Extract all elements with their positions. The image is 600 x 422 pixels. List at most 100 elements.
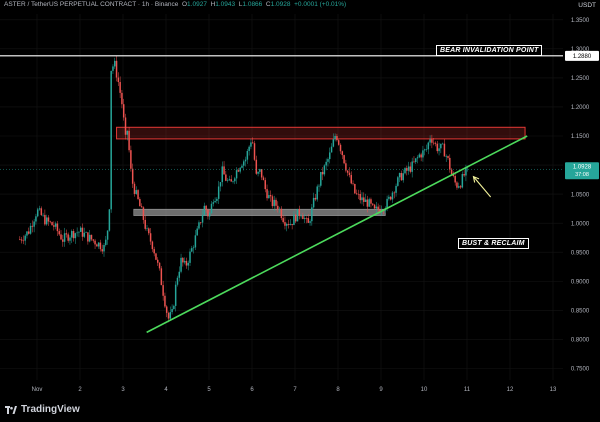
candle[interactable] [194, 235, 197, 248]
candle[interactable] [459, 186, 462, 188]
candle[interactable] [214, 200, 216, 203]
candle[interactable] [140, 206, 143, 208]
candle[interactable] [226, 180, 229, 181]
candle[interactable] [137, 190, 139, 200]
candle[interactable] [228, 179, 231, 181]
candle[interactable] [389, 196, 392, 200]
candle[interactable] [259, 169, 261, 172]
candle[interactable] [268, 195, 270, 199]
candle[interactable] [146, 228, 148, 230]
candle[interactable] [431, 139, 433, 143]
candle[interactable] [370, 199, 372, 204]
candle[interactable] [325, 161, 327, 166]
candle[interactable] [103, 244, 105, 252]
candle[interactable] [151, 241, 154, 250]
candle[interactable] [393, 192, 396, 194]
candle[interactable] [148, 228, 150, 234]
candle[interactable] [293, 214, 295, 226]
candle[interactable] [121, 92, 123, 105]
candle[interactable] [105, 239, 107, 245]
candle[interactable] [264, 180, 267, 190]
bust-reclaim-annotation[interactable]: BUST & RECLAIM [458, 238, 529, 249]
candle[interactable] [130, 150, 132, 169]
candle[interactable] [311, 207, 313, 222]
candle[interactable] [352, 183, 354, 185]
candle[interactable] [114, 60, 116, 67]
candle[interactable] [187, 262, 189, 266]
candle[interactable] [323, 165, 326, 175]
candle[interactable] [363, 197, 365, 202]
candle[interactable] [334, 135, 336, 140]
support-zone[interactable] [133, 208, 386, 216]
candle[interactable] [40, 208, 43, 216]
candle[interactable] [160, 268, 163, 286]
candle[interactable] [139, 199, 141, 207]
candle[interactable] [96, 244, 98, 247]
candle[interactable] [250, 142, 252, 147]
candle[interactable] [216, 198, 218, 201]
candle[interactable] [53, 225, 55, 227]
candle[interactable] [223, 166, 225, 175]
candle[interactable] [117, 77, 120, 83]
candle[interactable] [71, 231, 73, 238]
candle[interactable] [196, 228, 198, 236]
candle[interactable] [391, 192, 394, 200]
candle[interactable] [343, 155, 345, 164]
candle[interactable] [78, 231, 80, 233]
candle[interactable] [359, 193, 361, 201]
candle[interactable] [232, 181, 234, 182]
candle[interactable] [205, 205, 207, 210]
candle[interactable] [307, 218, 310, 223]
candle[interactable] [452, 174, 455, 177]
candle[interactable] [400, 173, 403, 181]
candle[interactable] [248, 146, 250, 151]
candle[interactable] [176, 277, 179, 285]
candle[interactable] [24, 235, 26, 241]
candle[interactable] [443, 143, 446, 157]
currency-label[interactable]: USDT [578, 2, 596, 9]
candle[interactable] [19, 239, 21, 241]
candle[interactable] [56, 223, 59, 232]
candle[interactable] [157, 259, 159, 263]
candle[interactable] [225, 174, 227, 181]
candle[interactable] [101, 249, 103, 252]
candle[interactable] [423, 149, 426, 151]
candle[interactable] [377, 206, 379, 210]
candle[interactable] [388, 196, 390, 199]
candle[interactable] [416, 157, 419, 159]
candle[interactable] [271, 196, 274, 207]
candle[interactable] [275, 199, 277, 206]
candle[interactable] [273, 199, 275, 207]
candle[interactable] [241, 165, 243, 168]
candle[interactable] [420, 154, 422, 158]
candle[interactable] [255, 159, 258, 174]
candle[interactable] [203, 205, 206, 216]
candle[interactable] [85, 232, 87, 233]
candle[interactable] [58, 231, 60, 235]
invalidation-price-tag[interactable] [565, 50, 599, 61]
candle[interactable] [208, 213, 211, 217]
candle[interactable] [29, 225, 32, 234]
bear-invalidation-annotation[interactable]: BEAR INVALIDATION POINT [436, 45, 543, 56]
candle[interactable] [454, 176, 456, 183]
candle[interactable] [72, 231, 75, 239]
candle[interactable] [133, 183, 136, 194]
candle[interactable] [373, 204, 376, 209]
candle[interactable] [407, 166, 410, 171]
candle[interactable] [386, 198, 388, 209]
candle[interactable] [409, 166, 412, 172]
candle[interactable] [302, 215, 304, 220]
candle[interactable] [402, 173, 404, 181]
candle[interactable] [314, 197, 317, 200]
candle[interactable] [42, 214, 44, 216]
candle[interactable] [341, 151, 344, 156]
candle[interactable] [54, 223, 57, 227]
candle[interactable] [235, 170, 238, 179]
candle[interactable] [135, 190, 138, 194]
candle[interactable] [257, 171, 259, 174]
tradingview-logo[interactable]: TradingView [5, 404, 80, 415]
candle[interactable] [289, 224, 292, 225]
candle[interactable] [449, 157, 451, 170]
candle[interactable] [201, 215, 204, 223]
candle[interactable] [397, 177, 399, 186]
